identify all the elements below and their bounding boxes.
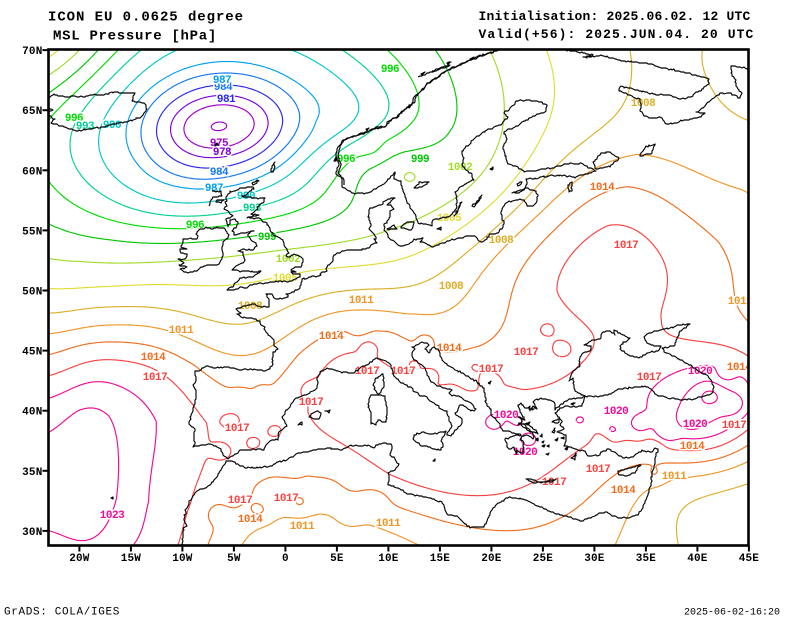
svg-text:1017: 1017 — [614, 240, 638, 252]
svg-text:1014: 1014 — [727, 362, 752, 374]
svg-text:975: 975 — [210, 138, 229, 150]
svg-text:987: 987 — [205, 183, 223, 195]
svg-text:996: 996 — [381, 64, 399, 76]
svg-text:55N: 55N — [22, 226, 42, 238]
svg-text:996: 996 — [65, 113, 83, 125]
svg-text:1005: 1005 — [273, 273, 298, 285]
svg-text:1002: 1002 — [448, 162, 472, 174]
svg-text:35E: 35E — [636, 553, 657, 565]
svg-text:984: 984 — [214, 82, 233, 94]
svg-text:1014: 1014 — [238, 514, 263, 526]
svg-text:1014: 1014 — [590, 182, 615, 194]
svg-text:1014: 1014 — [680, 441, 705, 453]
svg-text:45E: 45E — [739, 553, 760, 565]
svg-text:1017: 1017 — [514, 347, 538, 359]
svg-text:1014: 1014 — [611, 485, 636, 497]
svg-text:20E: 20E — [481, 553, 502, 565]
svg-text:1020: 1020 — [494, 410, 518, 422]
svg-text:1011: 1011 — [662, 471, 687, 483]
svg-text:GrADS: COLA/IGES: GrADS: COLA/IGES — [4, 607, 120, 618]
svg-text:1008: 1008 — [631, 98, 656, 110]
svg-text:1017: 1017 — [391, 366, 415, 378]
svg-text:40E: 40E — [687, 553, 708, 565]
svg-text:ICON EU 0.0625 degree: ICON EU 0.0625 degree — [48, 9, 244, 25]
svg-text:1017: 1017 — [228, 495, 252, 507]
svg-text:1017: 1017 — [225, 423, 249, 435]
svg-text:1020: 1020 — [683, 419, 707, 431]
svg-text:1017: 1017 — [479, 364, 503, 376]
svg-text:40N: 40N — [22, 407, 42, 419]
svg-text:70N: 70N — [22, 46, 42, 58]
svg-text:10W: 10W — [172, 553, 193, 565]
svg-text:1008: 1008 — [238, 301, 263, 313]
svg-text:25E: 25E — [533, 553, 554, 565]
svg-text:1020: 1020 — [513, 447, 537, 459]
svg-text:1011: 1011 — [376, 518, 401, 530]
svg-text:5E: 5E — [330, 553, 344, 565]
svg-text:60N: 60N — [22, 166, 42, 178]
svg-text:MSL Pressure [hPa]: MSL Pressure [hPa] — [53, 28, 217, 44]
svg-text:1008: 1008 — [489, 235, 514, 247]
svg-text:30N: 30N — [22, 527, 42, 539]
svg-text:30E: 30E — [584, 553, 605, 565]
svg-text:65N: 65N — [22, 106, 42, 118]
svg-text:50N: 50N — [22, 287, 42, 299]
svg-text:1014: 1014 — [437, 343, 462, 355]
svg-text:1017: 1017 — [274, 493, 298, 505]
svg-text:1014: 1014 — [141, 352, 166, 364]
svg-text:1017: 1017 — [637, 372, 661, 384]
svg-text:20W: 20W — [69, 553, 90, 565]
svg-text:984: 984 — [210, 167, 229, 179]
svg-text:1011: 1011 — [290, 521, 315, 533]
svg-text:1005: 1005 — [437, 213, 462, 225]
svg-text:987: 987 — [213, 75, 231, 87]
svg-text:1011: 1011 — [349, 295, 374, 307]
svg-text:978: 978 — [213, 147, 232, 159]
svg-text:1017: 1017 — [355, 366, 379, 378]
svg-text:1017: 1017 — [722, 420, 746, 432]
svg-text:996: 996 — [186, 220, 204, 232]
svg-text:1017: 1017 — [542, 477, 566, 489]
svg-text:993: 993 — [76, 121, 95, 133]
svg-text:1017: 1017 — [299, 397, 323, 409]
svg-text:15W: 15W — [121, 553, 142, 565]
svg-text:1020: 1020 — [604, 406, 628, 418]
svg-text:5W: 5W — [227, 553, 241, 565]
svg-text:10E: 10E — [378, 553, 399, 565]
svg-text:993: 993 — [243, 203, 262, 215]
svg-text:Initialisation: 2025.06.02. 12: Initialisation: 2025.06.02. 12 UTC — [479, 9, 751, 24]
svg-text:35N: 35N — [22, 467, 42, 479]
svg-text:999: 999 — [411, 154, 429, 166]
svg-text:1017: 1017 — [586, 464, 610, 476]
svg-text:981: 981 — [217, 94, 236, 106]
svg-text:1023: 1023 — [100, 510, 125, 522]
svg-text:45N: 45N — [22, 347, 42, 359]
svg-text:1014: 1014 — [319, 331, 344, 343]
svg-text:1002: 1002 — [276, 254, 300, 266]
svg-text:1017: 1017 — [143, 372, 167, 384]
svg-text:0: 0 — [282, 553, 289, 565]
svg-text:2025-06-02-16:20: 2025-06-02-16:20 — [684, 607, 780, 618]
svg-text:1011: 1011 — [169, 325, 194, 337]
svg-text:1011: 1011 — [728, 296, 753, 308]
svg-text:15E: 15E — [430, 553, 451, 565]
svg-text:Valid(+56): 2025.JUN.04. 20 UT: Valid(+56): 2025.JUN.04. 20 UTC — [479, 27, 755, 42]
svg-text:1008: 1008 — [439, 281, 464, 293]
